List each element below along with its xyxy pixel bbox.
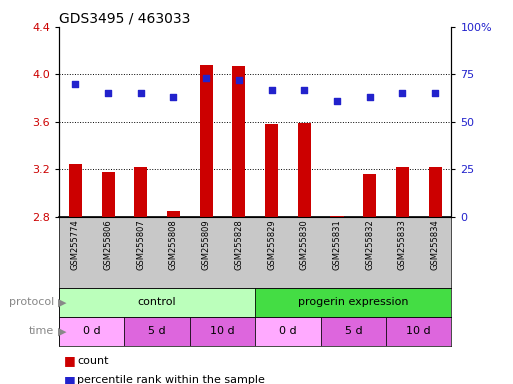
Bar <box>69 164 82 217</box>
Point <box>431 90 439 96</box>
Bar <box>386 317 451 346</box>
Text: ▶: ▶ <box>58 326 67 336</box>
Text: progerin expression: progerin expression <box>298 297 408 308</box>
Text: protocol: protocol <box>9 297 54 308</box>
Text: GSM255832: GSM255832 <box>365 219 374 270</box>
Point <box>235 77 243 83</box>
Bar <box>265 124 278 217</box>
Text: GSM255809: GSM255809 <box>202 219 211 270</box>
Text: 10 d: 10 d <box>406 326 431 336</box>
Text: GSM255833: GSM255833 <box>398 219 407 270</box>
Point <box>136 90 145 96</box>
Point <box>267 86 275 93</box>
Text: GSM255831: GSM255831 <box>332 219 342 270</box>
Text: 0 d: 0 d <box>83 326 101 336</box>
Text: control: control <box>138 297 176 308</box>
Bar <box>102 172 114 217</box>
Text: GSM255829: GSM255829 <box>267 219 276 270</box>
Text: ▶: ▶ <box>58 297 67 308</box>
Bar <box>167 211 180 217</box>
Bar <box>232 66 245 217</box>
Bar <box>59 317 124 346</box>
Text: time: time <box>29 326 54 336</box>
Bar <box>363 174 376 217</box>
Bar <box>330 216 344 217</box>
Point <box>300 86 308 93</box>
Bar <box>321 317 386 346</box>
Text: GSM255808: GSM255808 <box>169 219 178 270</box>
Point <box>71 81 80 87</box>
Text: GSM255774: GSM255774 <box>71 219 80 270</box>
Text: 5 d: 5 d <box>148 326 166 336</box>
Bar <box>190 317 255 346</box>
Point <box>169 94 177 100</box>
Text: ■: ■ <box>64 354 76 367</box>
Text: GSM255807: GSM255807 <box>136 219 145 270</box>
Text: GSM255834: GSM255834 <box>430 219 440 270</box>
Bar <box>396 167 409 217</box>
Text: 0 d: 0 d <box>279 326 297 336</box>
Bar <box>124 317 190 346</box>
Text: GSM255830: GSM255830 <box>300 219 309 270</box>
Bar <box>200 65 213 217</box>
Text: count: count <box>77 356 108 366</box>
Point <box>333 98 341 104</box>
Bar <box>59 288 255 317</box>
Text: 5 d: 5 d <box>345 326 362 336</box>
Bar <box>298 123 311 217</box>
Point <box>202 75 210 81</box>
Bar <box>255 317 321 346</box>
Text: percentile rank within the sample: percentile rank within the sample <box>77 375 265 384</box>
Point <box>104 90 112 96</box>
Text: 10 d: 10 d <box>210 326 235 336</box>
Bar <box>134 167 147 217</box>
Text: GSM255828: GSM255828 <box>234 219 243 270</box>
Text: GDS3495 / 463033: GDS3495 / 463033 <box>59 12 190 26</box>
Text: GSM255806: GSM255806 <box>104 219 112 270</box>
Point <box>398 90 406 96</box>
Bar <box>255 288 451 317</box>
Point <box>366 94 374 100</box>
Text: ■: ■ <box>64 374 76 384</box>
Bar <box>428 167 442 217</box>
